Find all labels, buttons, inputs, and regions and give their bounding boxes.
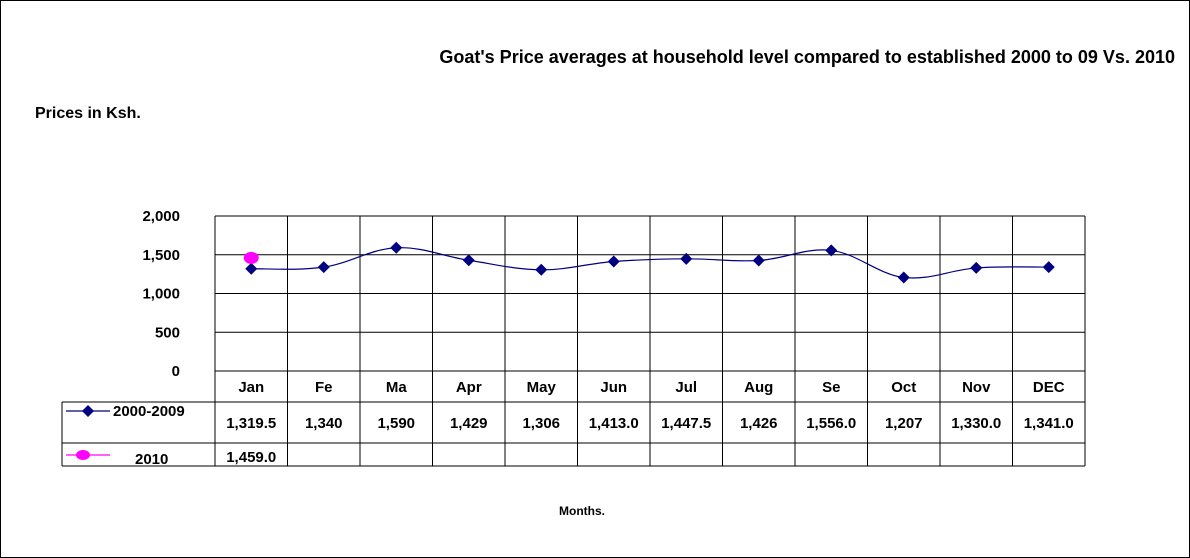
data-point-2000-2009 <box>752 254 765 267</box>
table-cell-2000-2009: 1,413.0 <box>589 415 639 432</box>
category-label: Fe <box>315 379 333 396</box>
data-point-2000-2009 <box>317 261 330 274</box>
table-cell-2000-2009: 1,207 <box>885 415 923 432</box>
category-label: Oct <box>891 379 916 396</box>
y-tick-label: 0 <box>172 363 180 380</box>
data-point-2000-2009 <box>462 254 475 267</box>
category-label: Ma <box>386 379 407 396</box>
x-axis-label: Months. <box>559 504 605 518</box>
data-point-2000-2009 <box>390 241 403 254</box>
category-label: Jan <box>238 379 264 396</box>
y-tick-label: 1,500 <box>142 247 180 264</box>
table-cell-2000-2009: 1,330.0 <box>951 415 1001 432</box>
data-point-2000-2009 <box>245 262 258 275</box>
data-point-2000-2009 <box>680 252 693 265</box>
category-label: Nov <box>962 379 991 396</box>
category-label: Apr <box>456 379 482 396</box>
data-point-2000-2009 <box>607 255 620 268</box>
category-label: Jul <box>675 379 697 396</box>
category-label: DEC <box>1033 379 1065 396</box>
table-cell-2010: 1,459.0 <box>226 449 276 466</box>
table-cell-2000-2009: 1,319.5 <box>226 415 276 432</box>
category-label: Se <box>822 379 840 396</box>
y-axis-label: Prices in Ksh. <box>35 105 141 122</box>
legend-label-2010: 2010 <box>135 451 168 468</box>
legend-marker-2000-2009 <box>82 405 94 417</box>
table-cell-2000-2009: 1,306 <box>522 415 560 432</box>
y-tick-label: 1,000 <box>142 286 180 303</box>
grid <box>214 215 1086 466</box>
y-tick-label: 500 <box>155 324 180 341</box>
series-line-2000-2009 <box>251 247 1049 279</box>
table-cell-2000-2009: 1,341.0 <box>1024 415 1074 432</box>
data-point-2000-2009 <box>897 271 910 284</box>
data-point-2000-2009 <box>1042 261 1055 274</box>
series-layer <box>243 241 1055 284</box>
category-label: Aug <box>744 379 773 396</box>
category-label: Jun <box>600 379 627 396</box>
data-point-2010 <box>243 251 259 264</box>
table-cell-2000-2009: 1,447.5 <box>661 415 711 432</box>
chart-title: Goat's Price averages at household level… <box>439 47 1175 67</box>
table-cell-2000-2009: 1,556.0 <box>806 415 856 432</box>
y-axis-ticks: 0 500 1,000 1,500 2,000 <box>142 208 180 380</box>
data-point-2000-2009 <box>970 261 983 274</box>
category-label: May <box>527 379 557 396</box>
y-tick-label: 2,000 <box>142 208 180 225</box>
table-cell-2000-2009: 1,340 <box>305 415 343 432</box>
data-point-2000-2009 <box>825 244 838 257</box>
legend-label-2000-2009: 2000-2009 <box>113 403 185 420</box>
table-cell-2000-2009: 1,426 <box>740 415 778 432</box>
table-cell-2000-2009: 1,429 <box>450 415 488 432</box>
data-table: Jan Fe Ma Apr May Jun Jul Aug Se Oct Nov DEC 2000-20… <box>61 379 1085 468</box>
table-cell-2000-2009: 1,590 <box>377 415 415 432</box>
legend-marker-2010 <box>76 450 90 460</box>
data-point-2000-2009 <box>535 263 548 276</box>
